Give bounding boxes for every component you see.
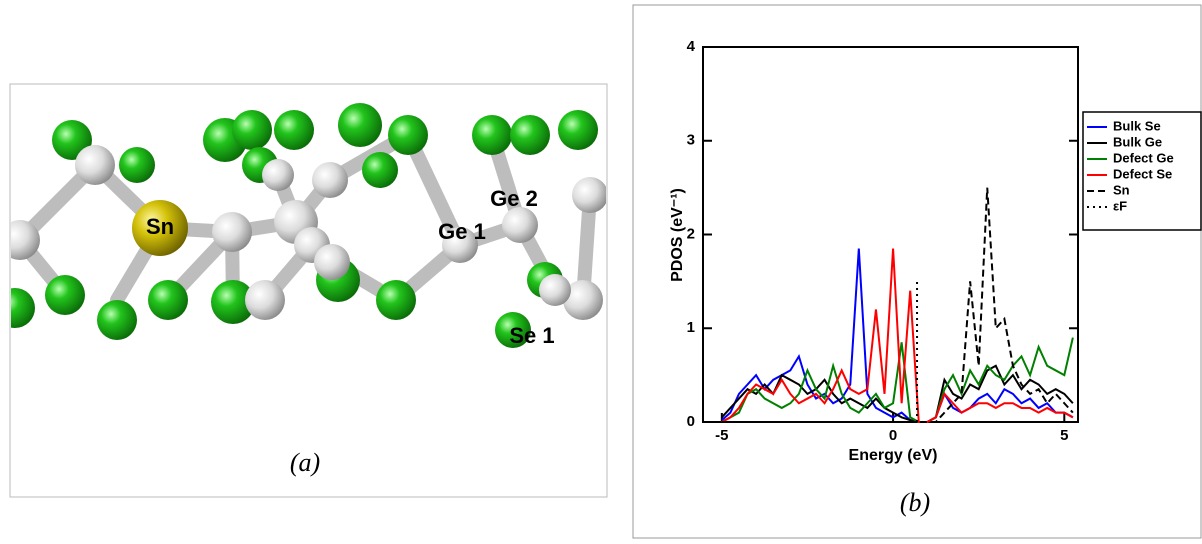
y-tick-label: 2 bbox=[687, 225, 695, 242]
series-line bbox=[722, 249, 1073, 422]
legend-label: εF bbox=[1113, 198, 1127, 213]
y-tick-label: 4 bbox=[687, 38, 696, 55]
legend-label: Defect Se bbox=[1113, 166, 1172, 181]
y-tick-label: 3 bbox=[687, 132, 695, 149]
atom-label: Sn bbox=[146, 214, 174, 239]
atom-label: Ge 1 bbox=[438, 219, 486, 244]
page: Sn Ge 1 Ge 2 Se 1 (a) (b) Energy (eV) PD… bbox=[0, 0, 1202, 539]
x-axis-label: Energy (eV) bbox=[849, 447, 938, 464]
y-tick-label: 1 bbox=[687, 319, 695, 336]
legend-label: Bulk Ge bbox=[1113, 134, 1162, 149]
y-tick-label: 0 bbox=[687, 413, 695, 430]
x-tick-label: 0 bbox=[889, 427, 897, 444]
x-tick-label: 5 bbox=[1060, 427, 1068, 444]
structure bbox=[0, 103, 608, 348]
y-axis-label: PDOS (eV⁻¹) bbox=[669, 188, 686, 282]
plot-frame bbox=[703, 47, 1078, 422]
legend-label: Sn bbox=[1113, 182, 1130, 197]
legend-label: Bulk Se bbox=[1113, 118, 1161, 133]
caption: (a) bbox=[290, 448, 320, 477]
figure: Sn Ge 1 Ge 2 Se 1 (a) (b) Energy (eV) PD… bbox=[0, 0, 1202, 539]
caption: (b) bbox=[900, 488, 930, 517]
atom-label: Ge 2 bbox=[490, 186, 538, 211]
legend-label: Defect Ge bbox=[1113, 150, 1174, 165]
x-tick-label: -5 bbox=[715, 427, 728, 444]
atom-label: Se 1 bbox=[509, 323, 554, 348]
